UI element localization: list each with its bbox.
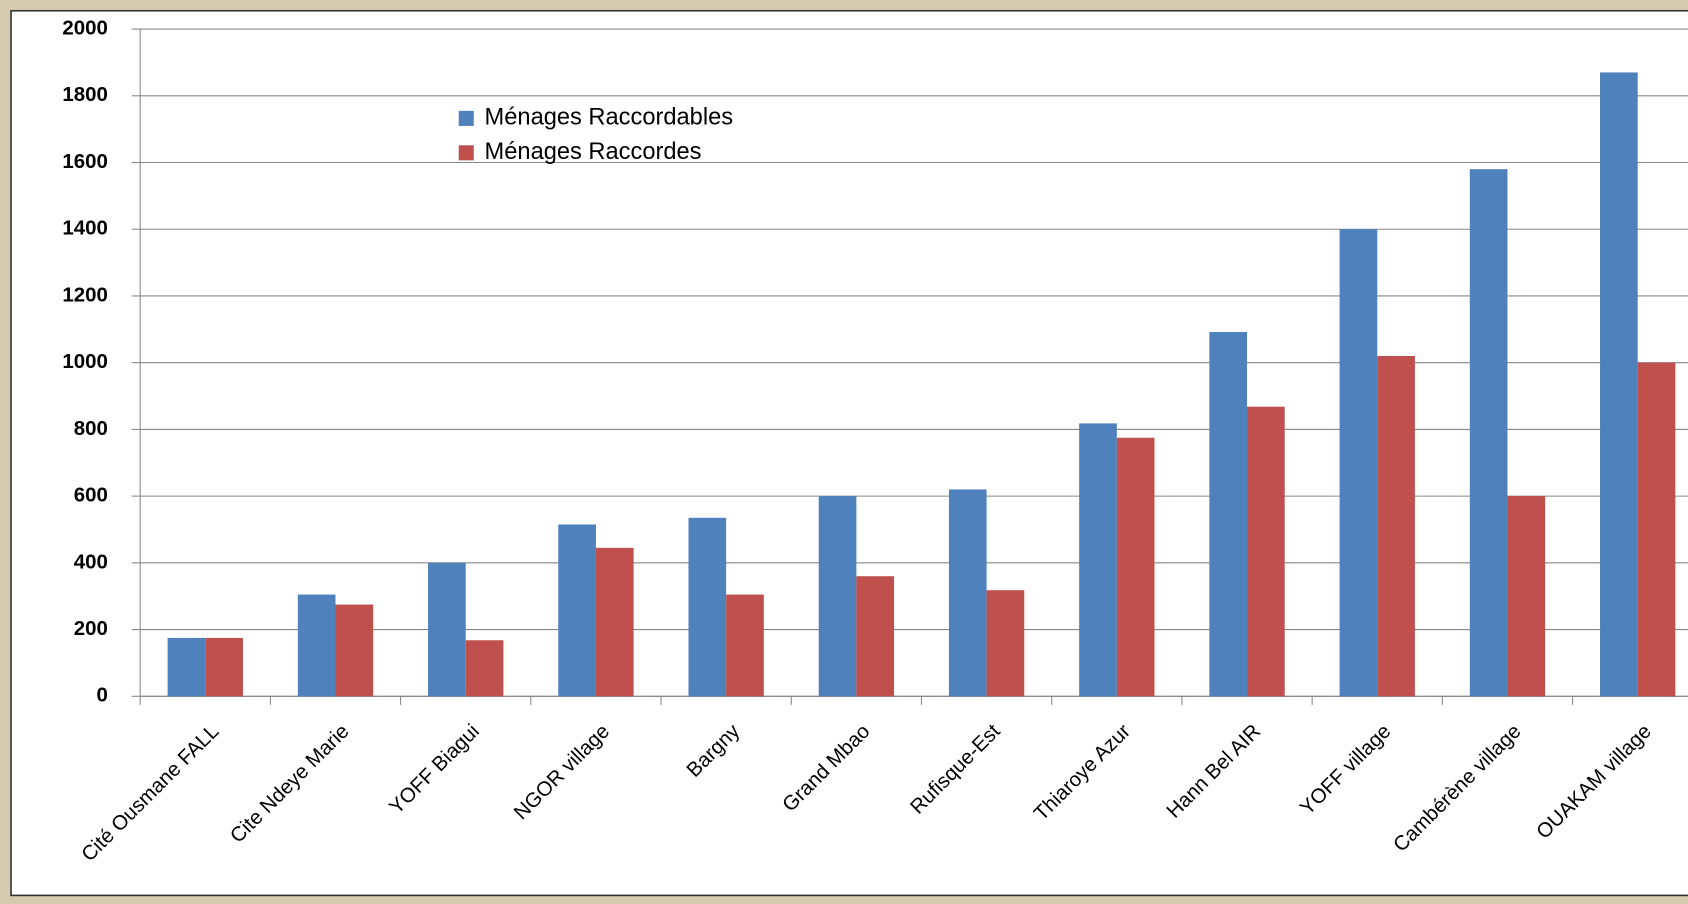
bar (948, 489, 987, 697)
y-tick-label: 1000 (62, 350, 107, 373)
y-tick-label: 0 (97, 684, 108, 707)
bar (1079, 423, 1117, 697)
bar (986, 590, 1025, 697)
bar (856, 576, 895, 697)
bar (1339, 229, 1378, 697)
bar (1637, 362, 1676, 697)
y-tick-label: 1200 (62, 283, 107, 306)
bar (335, 604, 374, 697)
legend-swatch (458, 110, 474, 126)
bar (1600, 72, 1638, 697)
y-tick-label: 600 (74, 484, 108, 507)
y-tick-label: 1400 (62, 217, 107, 240)
bar (1469, 169, 1508, 697)
bar (595, 547, 634, 697)
bar (1209, 331, 1248, 697)
bar (726, 594, 764, 697)
bar (1507, 496, 1546, 697)
bar (465, 640, 504, 697)
bar (297, 594, 336, 697)
y-tick-label: 1800 (62, 83, 107, 106)
y-tick-label: 2000 (62, 16, 107, 39)
y-tick-label: 800 (74, 417, 108, 440)
bar (558, 524, 596, 697)
bar (818, 496, 857, 697)
bar (688, 517, 727, 697)
chart-area (10, 9, 1688, 897)
legend-label: Ménages Raccordables (485, 105, 734, 131)
bar (428, 562, 466, 697)
bar (1116, 437, 1155, 697)
bar (205, 637, 243, 697)
bar (1377, 356, 1415, 697)
bar (167, 637, 206, 697)
legend-swatch (458, 145, 474, 161)
bar (1247, 406, 1285, 697)
legend-label: Ménages Raccordes (485, 139, 702, 165)
y-tick-label: 200 (74, 617, 108, 640)
y-tick-label: 400 (74, 550, 108, 573)
y-tick-label: 1600 (62, 150, 107, 173)
